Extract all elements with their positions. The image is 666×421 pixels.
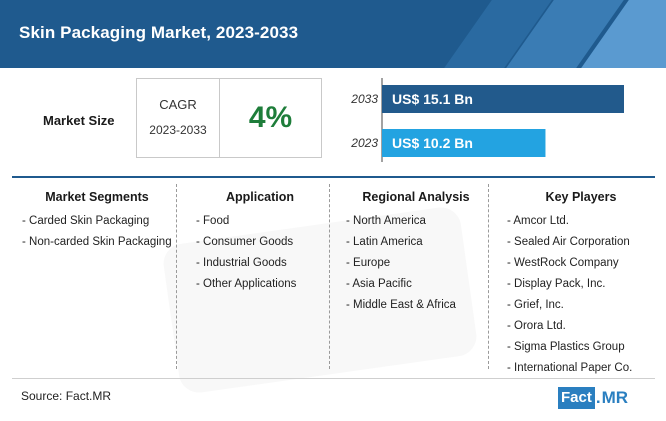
list-item: North America (346, 214, 486, 228)
application-title: Application (225, 190, 295, 204)
header-banner: Skin Packaging Market, 2023-2033 (0, 0, 666, 68)
key-players-column: Key Players Amcor Ltd. Sealed Air Corpor… (507, 190, 655, 382)
list-item: Amcor Ltd. (507, 214, 655, 228)
logo-mr: MR (601, 388, 629, 407)
application-column: Application Food Consumer Goods Industri… (196, 190, 324, 298)
bar-2023 (382, 129, 546, 157)
bar-2033 (382, 85, 624, 113)
cagr-period: 2023-2033 (149, 123, 207, 137)
regional-analysis-column: Regional Analysis North America Latin Am… (346, 190, 486, 319)
cagr-label: CAGR (159, 97, 197, 112)
page-title: Skin Packaging Market, 2023-2033 (19, 23, 299, 42)
list-item: Industrial Goods (196, 256, 324, 270)
factmr-logo: Fact . MR (558, 386, 628, 410)
list-item: Consumer Goods (196, 235, 324, 249)
data-label: US$ 15.1 Bn (392, 91, 473, 107)
market-size-bar-chart: 2033 US$ 15.1 Bn 2023 US$ 10.2 Bn (350, 78, 624, 162)
list-item: Orora Ltd. (507, 319, 655, 333)
list-item: Grief, Inc. (507, 298, 655, 312)
list-item: Other Applications (196, 277, 324, 291)
list-item: Sealed Air Corporation (507, 235, 655, 249)
market-segments-column: Market Segments Carded Skin Packaging No… (22, 190, 172, 256)
market-segments-title: Market Segments (45, 190, 149, 204)
list-item: International Paper Co. (507, 361, 655, 375)
list-item: Carded Skin Packaging (22, 214, 172, 228)
list-item: Middle East & Africa (346, 298, 486, 312)
data-label: US$ 10.2 Bn (392, 135, 473, 151)
category-label: 2033 (350, 92, 378, 106)
market-size-label: Market Size (43, 113, 115, 128)
cagr-divider (219, 79, 220, 157)
list-item: WestRock Company (507, 256, 655, 270)
cagr-value: 4% (248, 101, 293, 134)
cagr-box: CAGR 2023-2033 4% (136, 78, 322, 158)
list-item: Latin America (346, 235, 486, 249)
column-separator (176, 184, 177, 369)
list-item: Asia Pacific (346, 277, 486, 291)
list-item: Food (196, 214, 324, 228)
section-divider (12, 176, 655, 178)
category-label: 2023 (350, 136, 378, 150)
column-separator (329, 184, 330, 369)
regional-analysis-title: Regional Analysis (362, 190, 470, 204)
list-item: Sigma Plastics Group (507, 340, 655, 354)
list-item: Display Pack, Inc. (507, 277, 655, 291)
list-item: Europe (346, 256, 486, 270)
logo-dot: . (595, 388, 601, 407)
footer-divider (12, 378, 655, 379)
column-separator (488, 184, 489, 369)
key-players-title: Key Players (545, 190, 617, 204)
source-text: Source: Fact.MR (21, 389, 112, 403)
list-item: Non-carded Skin Packaging (22, 235, 172, 249)
logo-fact: Fact (558, 387, 595, 409)
